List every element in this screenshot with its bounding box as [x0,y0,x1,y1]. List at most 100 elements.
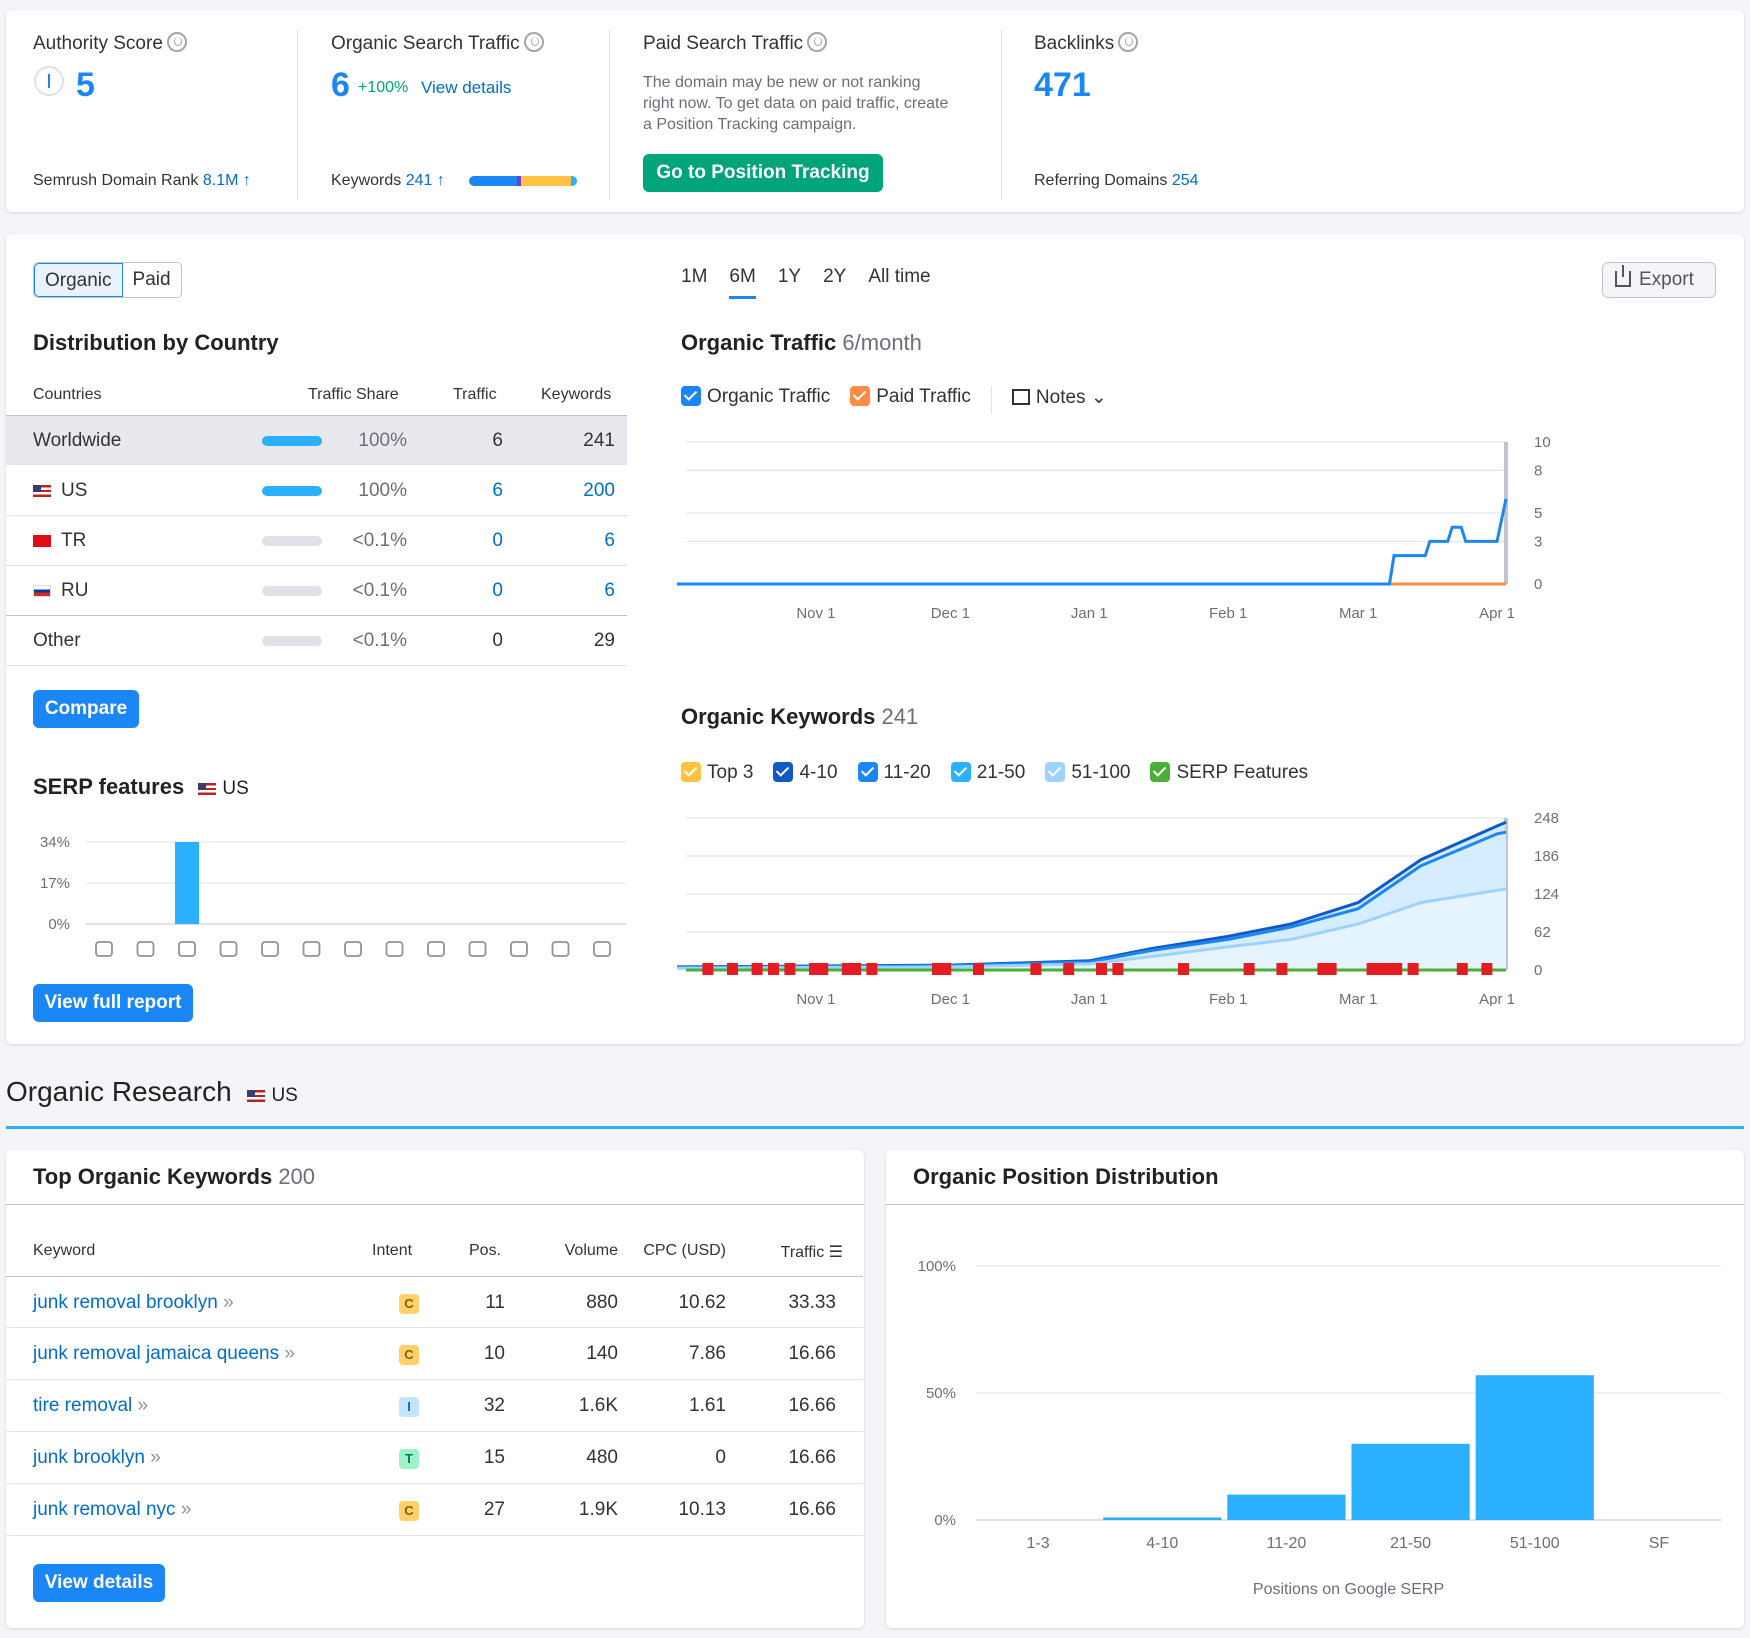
country-row-ru[interactable]: RU <0.1% 0 6 [6,566,627,616]
event-flag-icon[interactable] [932,963,943,975]
x-twitter-icon[interactable] [593,941,611,957]
table-row[interactable]: junk brooklyn » T 15 480 0 16.66 [6,1432,863,1484]
view-details-button[interactable]: View details [33,1564,165,1602]
sort-icon[interactable]: ☰ [828,1244,843,1261]
keyword-link[interactable]: junk removal nyc [33,1499,176,1520]
keyword-link[interactable]: tire removal [33,1395,133,1416]
faq-icon[interactable] [385,941,404,957]
view-full-report-button[interactable]: View full report [33,984,193,1022]
legend-serp-features[interactable]: SERP Features [1150,762,1308,784]
country-row-worldwide[interactable]: Worldwide 100% 6 241 [6,415,627,465]
table-row[interactable]: junk removal brooklyn » C 11 880 10.62 3… [6,1276,863,1328]
country-row-us[interactable]: US 100% 6 200 [6,466,627,516]
event-flag-icon[interactable] [973,963,984,975]
event-flag-icon[interactable] [1456,963,1468,975]
toggle-organic[interactable]: Organic [34,263,123,297]
event-flag-icon[interactable] [940,963,952,975]
keywords-value[interactable]: 200 [583,480,615,501]
education-icon[interactable] [468,941,487,957]
divider [886,1204,1744,1205]
go-to-position-tracking-button[interactable]: Go to Position Tracking [643,154,883,192]
keywords-value[interactable]: 6 [604,530,615,551]
jobs-icon[interactable] [551,941,570,957]
position-bar-11-20[interactable] [1227,1494,1346,1520]
event-flag-icon[interactable] [850,963,861,975]
country-row-other[interactable]: Other <0.1% 0 29 [6,616,627,666]
legend-4-10[interactable]: 4-10 [773,762,838,784]
export-button[interactable]: Export [1602,262,1716,298]
backlinks-value[interactable]: 471 [1034,66,1091,104]
position-bar-51-100[interactable] [1475,1375,1594,1520]
event-flag-icon[interactable] [817,963,829,975]
event-flag-icon[interactable] [1383,963,1394,975]
info-icon[interactable] [523,32,544,52]
tab-1m[interactable]: 1M [681,266,708,287]
event-flag-icon[interactable] [784,963,796,975]
tab-1y[interactable]: 1Y [777,266,802,287]
event-flag-icon[interactable] [1317,963,1329,975]
event-flag-icon[interactable] [1030,963,1042,975]
legend-51-100[interactable]: 51-100 [1045,762,1130,784]
video-carousel-icon[interactable] [302,941,321,957]
view-details-link[interactable]: View details [421,78,512,97]
tab-2y[interactable]: 2Y [823,266,847,287]
position-bar-21-50[interactable] [1351,1443,1470,1520]
event-flag-icon[interactable] [1112,963,1124,975]
event-flag-icon[interactable] [1374,963,1386,975]
table-row[interactable]: tire removal » I 32 1.6K 1.61 16.66 [6,1380,863,1432]
event-flag-icon[interactable] [768,963,779,975]
crown-icon[interactable] [95,941,113,957]
video-icon[interactable] [261,941,279,957]
serp-features-chart: 34% 17% 0% [40,834,626,957]
position-bar-4-10[interactable] [1103,1517,1222,1520]
chevron-double-right-icon: » [180,1499,192,1520]
link-icon[interactable] [136,941,155,957]
event-flag-icon[interactable] [1096,963,1107,975]
traffic-value[interactable]: 0 [492,530,503,551]
event-flag-icon[interactable] [1325,963,1337,975]
event-flag-icon[interactable] [1178,963,1189,975]
event-flag-icon[interactable] [1481,963,1493,975]
event-flag-icon[interactable] [727,963,738,975]
organic-traffic-value[interactable]: 6 [331,66,350,104]
table-row[interactable]: junk removal nyc » C 27 1.9K 10.13 16.66 [6,1484,863,1536]
event-flag-icon[interactable] [751,963,763,975]
keyword-link[interactable]: junk removal jamaica queens [33,1343,280,1364]
legend-paid-traffic[interactable]: Paid Traffic [850,386,971,414]
play-icon[interactable] [344,941,362,957]
compare-button[interactable]: Compare [33,690,139,728]
legend-organic-traffic[interactable]: Organic Traffic [681,386,830,414]
notes-dropdown[interactable]: Notes ⌄ [1011,386,1107,414]
legend-11-20[interactable]: 11-20 [857,762,931,784]
news-icon[interactable] [510,941,528,957]
info-icon[interactable] [1118,32,1139,52]
traffic-value[interactable]: 0 [492,580,503,601]
legend-top3[interactable]: Top 3 [681,762,753,784]
tab-6m[interactable]: 6M [729,266,756,299]
keywords-value[interactable]: 6 [604,580,615,601]
serp-bar-star[interactable] [175,842,199,924]
info-icon[interactable] [807,32,828,52]
keyword-link[interactable]: junk removal brooklyn [33,1292,218,1313]
event-flag-icon[interactable] [1063,963,1075,975]
star-icon[interactable] [178,941,196,957]
event-flag-icon[interactable] [1243,963,1255,975]
event-flag-icon[interactable] [841,963,853,975]
location-icon[interactable] [427,941,445,957]
country-row-tr[interactable]: TR <0.1% 0 6 [6,516,627,566]
event-flag-icon[interactable] [809,963,820,975]
table-row[interactable]: junk removal jamaica queens » C 10 140 7… [6,1328,863,1380]
info-icon[interactable] [166,32,187,52]
event-flag-icon[interactable] [1276,963,1288,975]
keyword-link[interactable]: junk brooklyn [33,1447,145,1468]
event-flag-icon[interactable] [702,963,714,975]
tab-all-time[interactable]: All time [868,266,931,287]
event-flag-icon[interactable] [1366,963,1378,975]
legend-21-50[interactable]: 21-50 [950,762,1025,784]
event-flag-icon[interactable] [866,963,878,975]
image-icon[interactable] [219,941,238,957]
event-flag-icon[interactable] [1391,963,1403,975]
event-flag-icon[interactable] [1407,963,1419,975]
toggle-paid[interactable]: Paid [132,269,171,290]
traffic-value[interactable]: 6 [492,480,503,501]
